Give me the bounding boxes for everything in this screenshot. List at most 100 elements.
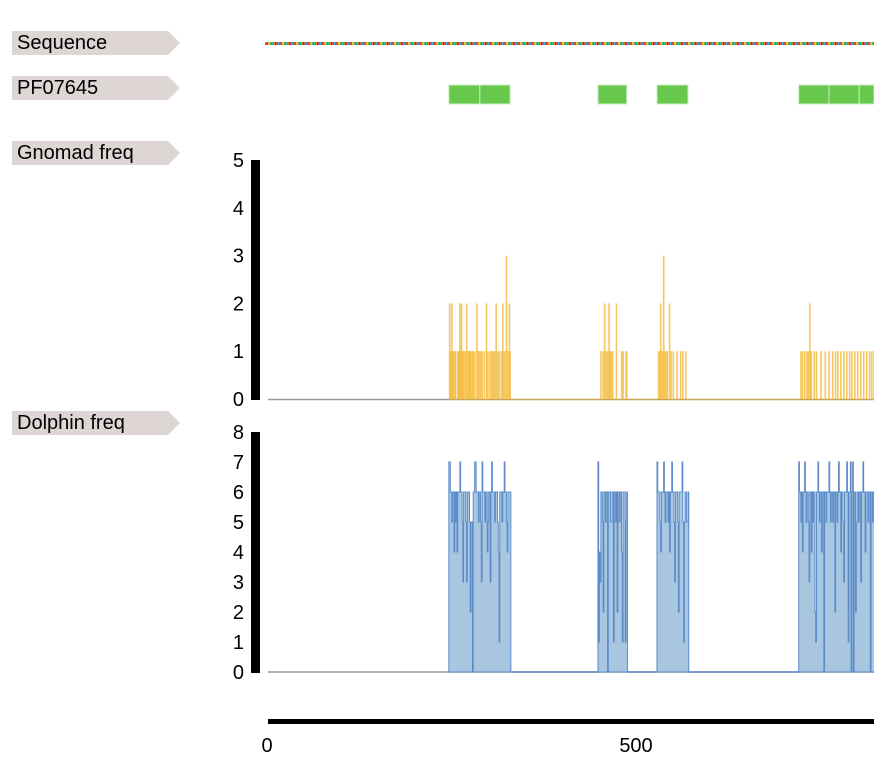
gnomad-y-ticks: 0 1 2 3 4 5: [233, 150, 244, 411]
gnomad-bar: [507, 351, 509, 399]
domain-feature[interactable]: [448, 84, 481, 105]
domain-feature[interactable]: [479, 84, 511, 105]
gnomad-bar: [857, 351, 859, 399]
gnomad-bar: [672, 351, 675, 399]
gnomad-bar: [473, 351, 476, 399]
gnomad-bar: [625, 351, 628, 399]
gnomad-bar: [489, 351, 492, 399]
gnomad-bar: [495, 303, 497, 399]
gnomad-bar: [481, 351, 483, 399]
y-tick-label: 0: [233, 662, 244, 684]
gnomad-bar: [666, 351, 669, 399]
gnomad-bar: [470, 351, 472, 399]
domain-track: [448, 84, 874, 105]
gnomad-bar: [483, 351, 486, 399]
gnomad-bar: [803, 351, 806, 399]
gnomad-bar: [472, 351, 475, 399]
domain-feature[interactable]: [858, 84, 874, 105]
gnomad-bar: [622, 351, 624, 399]
gnomad-bar: [815, 351, 818, 399]
gnomad-bar: [500, 351, 503, 399]
gnomad-bar: [662, 255, 665, 399]
gnomad-bar: [502, 351, 505, 399]
gnomad-bar: [800, 351, 802, 399]
gnomad-bar: [605, 351, 607, 399]
gnomad-bar: [801, 351, 804, 399]
gnomad-bar: [828, 351, 830, 399]
y-tick-label: 1: [233, 632, 244, 654]
gnomad-bar: [859, 351, 862, 399]
gnomad-bar: [865, 351, 868, 399]
dolphin-segment: [597, 461, 628, 673]
y-tick-label: 7: [233, 452, 244, 474]
gnomad-bar: [493, 351, 496, 399]
gnomad-bar: [496, 351, 499, 399]
gnomad-bar: [478, 351, 480, 399]
y-tick-label: 2: [233, 293, 244, 315]
gnomad-bar: [466, 351, 469, 399]
gnomad-y-axis: [251, 160, 260, 400]
gnomad-bar: [600, 351, 602, 399]
gnomad-bar: [602, 351, 604, 399]
gnomad-bar: [479, 351, 482, 399]
gnomad-bar: [806, 351, 808, 399]
gnomad-bar: [862, 351, 865, 399]
gnomad-bar: [809, 303, 811, 399]
gnomad-bar: [848, 351, 851, 399]
track-label-domain: PF07645: [12, 76, 180, 100]
gnomad-bar: [659, 303, 662, 399]
gnomad-bar: [842, 351, 845, 399]
dolphin-segment: [656, 461, 690, 673]
gnomad-bar: [611, 351, 614, 399]
y-tick-label: 5: [233, 512, 244, 534]
gnomad-bar: [505, 255, 508, 399]
domain-feature[interactable]: [798, 84, 830, 105]
y-tick-label: 8: [233, 422, 244, 444]
gnomad-bar: [657, 351, 660, 399]
gnomad-bar: [871, 351, 873, 399]
track-label-dolphin: Dolphin freq: [12, 411, 180, 435]
gnomad-bar: [609, 351, 611, 399]
gnomad-bar: [837, 351, 839, 399]
y-tick-label: 1: [233, 341, 244, 363]
dolphin-area: [268, 461, 874, 673]
domain-feature[interactable]: [656, 84, 689, 105]
domain-feature[interactable]: [597, 84, 628, 105]
gnomad-bar: [464, 351, 466, 399]
gnomad-bar: [615, 303, 618, 399]
track-label-sequence: Sequence: [12, 31, 180, 55]
gnomad-bar: [485, 303, 488, 399]
gnomad-bar: [462, 351, 465, 399]
gnomad-bar: [661, 351, 664, 399]
gnomad-bar: [682, 351, 684, 399]
gnomad-bar: [610, 351, 613, 399]
gnomad-bar: [476, 351, 479, 399]
gnomad-bar: [504, 351, 506, 399]
gnomad-bar: [603, 303, 606, 399]
gnomad-bar: [679, 351, 682, 399]
gnomad-bar: [685, 351, 687, 399]
gnomad-bars: [268, 255, 874, 401]
gnomad-bar: [854, 351, 856, 399]
gnomad-bar: [452, 351, 455, 399]
dolphin-segment: [798, 461, 874, 673]
y-tick-label: 4: [233, 198, 244, 220]
gnomad-bar: [509, 351, 511, 399]
gnomad-bar: [807, 351, 810, 399]
y-tick-label: 0: [233, 389, 244, 411]
gnomad-bar: [851, 351, 853, 399]
x-axis: [268, 719, 874, 724]
gnomad-bar: [868, 351, 871, 399]
gnomad-bar: [663, 351, 666, 399]
domain-feature[interactable]: [828, 84, 860, 105]
gnomad-bar: [834, 351, 837, 399]
sequence-track[interactable]: [265, 42, 874, 45]
gnomad-bar: [824, 351, 827, 399]
gnomad-bar: [490, 351, 493, 399]
gnomad-bar: [676, 351, 678, 399]
y-tick-label: 6: [233, 482, 244, 504]
gnomad-bar: [670, 351, 672, 399]
gnomad-bar: [606, 351, 609, 399]
x-tick-label: 500: [619, 735, 652, 757]
